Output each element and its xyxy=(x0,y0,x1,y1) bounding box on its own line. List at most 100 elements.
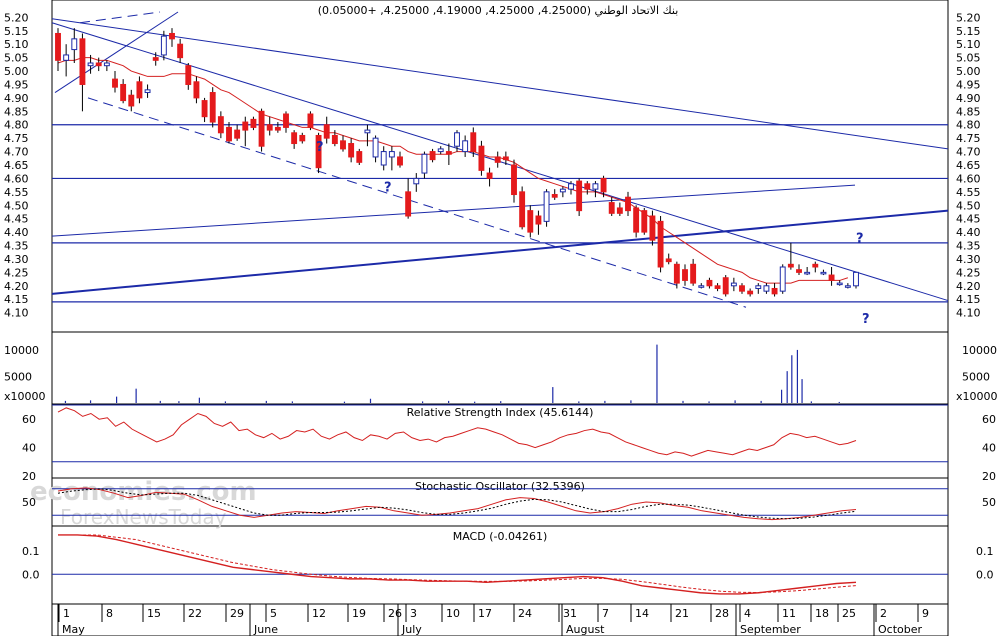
candle-body xyxy=(242,121,249,131)
price-y-tick-right: 4.50 xyxy=(956,199,981,212)
price-y-tick-right: 4.60 xyxy=(956,172,981,185)
candle-body xyxy=(152,57,159,61)
price-y-tick-right: 4.75 xyxy=(956,132,981,145)
candle-body xyxy=(388,151,395,158)
price-y-tick-left: 4.30 xyxy=(4,253,29,266)
date-tick-label: 3 xyxy=(410,607,417,620)
date-tick-label: 22 xyxy=(188,607,202,620)
candle-body xyxy=(348,143,355,158)
stochastic-title: Stochastic Oscillator (32.5396) xyxy=(415,480,585,493)
price-y-tick-right: 4.30 xyxy=(956,253,981,266)
watermark-line2: ForexNewsToday xyxy=(60,505,227,529)
price-y-tick-right: 4.35 xyxy=(956,240,981,253)
month-label: June xyxy=(253,623,278,636)
candle-body xyxy=(608,202,615,214)
date-tick-label: 15 xyxy=(147,607,161,620)
price-y-tick-right: 4.90 xyxy=(956,92,981,105)
price-y-tick-left: 4.40 xyxy=(4,226,29,239)
date-tick-label: 5 xyxy=(270,607,277,620)
price-y-tick-left: 4.20 xyxy=(4,280,29,293)
rsi-line xyxy=(57,407,857,457)
candle-body xyxy=(502,156,509,161)
candle-body xyxy=(804,271,811,275)
candle-body xyxy=(397,156,403,166)
macd-y-tick-right: 0.1 xyxy=(976,545,994,558)
rsi-y-tick-right: 40 xyxy=(982,442,996,455)
candle-body xyxy=(649,215,656,241)
price-y-tick-left: 4.15 xyxy=(4,293,29,306)
moving-average-line xyxy=(57,57,849,284)
macd-title: MACD (-0.04261) xyxy=(453,530,548,543)
date-tick-label: 4 xyxy=(744,607,751,620)
month-label: August xyxy=(566,623,605,636)
candle-body xyxy=(226,126,232,142)
candle-body xyxy=(291,132,298,145)
candle-body xyxy=(779,266,786,292)
candle-body xyxy=(600,177,607,193)
date-tick-label: 11 xyxy=(782,607,796,620)
candle-body xyxy=(698,285,705,288)
candle-body xyxy=(576,180,583,212)
rsi-y-tick-left: 60 xyxy=(22,413,36,426)
price-y-tick-right: 4.80 xyxy=(956,119,981,132)
candle-body xyxy=(136,81,143,99)
rsi-y-tick-left: 40 xyxy=(22,442,36,455)
volume-unit-left: x10000 xyxy=(4,390,46,403)
price-y-tick-right: 4.70 xyxy=(956,146,981,159)
date-tick-label: 26 xyxy=(388,607,402,620)
candle-body xyxy=(527,210,534,233)
price-y-tick-right: 4.65 xyxy=(956,159,981,172)
candle-body xyxy=(120,83,127,102)
price-y-tick-right: 5.10 xyxy=(956,38,981,51)
price-y-tick-left: 5.10 xyxy=(4,38,29,51)
candle-body xyxy=(201,100,208,118)
candle-body xyxy=(103,62,110,67)
candle-body xyxy=(812,263,819,268)
candle-body xyxy=(234,129,241,139)
candle-body xyxy=(747,290,754,295)
price-y-tick-left: 4.70 xyxy=(4,146,29,159)
candle-body xyxy=(331,134,338,145)
candle-body xyxy=(112,78,118,88)
candle-body xyxy=(340,140,346,150)
candle-body xyxy=(177,43,184,59)
candle-body xyxy=(55,32,61,61)
candle-body xyxy=(486,172,493,179)
candle-body xyxy=(828,274,835,281)
price-panel: 5.20 5.205.15 5.155.10 5.105.05 5.055.00 5.00… xyxy=(4,11,981,327)
price-title: بنك الاتحاد الوطني (4.25000, 4.25000, 4.… xyxy=(318,4,679,17)
candle-body xyxy=(356,151,363,163)
candle-body xyxy=(79,38,86,85)
macd-line xyxy=(58,534,857,595)
volume-panel: 10000 10000 5000 5000 xyxy=(4,344,997,403)
macd-y-tick-left: 0.0 xyxy=(22,568,40,581)
candle-body xyxy=(616,207,623,214)
price-y-tick-left: 4.90 xyxy=(4,92,29,105)
candle-body xyxy=(787,263,794,268)
candle-body xyxy=(462,140,469,153)
volume-y-tick-right: 10000 xyxy=(962,344,997,357)
date-tick-label: 19 xyxy=(352,607,366,620)
date-tick-label: 8 xyxy=(106,607,113,620)
date-tick-label: 10 xyxy=(446,607,460,620)
candle-body xyxy=(625,196,631,212)
candle-body xyxy=(258,110,265,147)
candle-body xyxy=(763,285,770,292)
candle-body xyxy=(584,183,591,190)
date-tick-label: 9 xyxy=(922,607,929,620)
date-tick-label: 18 xyxy=(815,607,829,620)
candle-body xyxy=(494,156,501,163)
price-y-tick-left: 5.00 xyxy=(4,65,29,78)
candle-body xyxy=(690,263,697,284)
candle-body xyxy=(193,81,200,99)
macd-panel: 0.1 0.1 0.0 0.0 xyxy=(22,534,994,595)
candle-body xyxy=(128,94,135,107)
trend-line-upper xyxy=(51,18,949,150)
candle-body xyxy=(511,164,517,196)
rsi-title: Relative Strength Index (45.6144) xyxy=(407,406,594,419)
price-y-tick-right: 5.00 xyxy=(956,65,981,78)
candle-body xyxy=(169,32,175,40)
candle-body xyxy=(364,129,371,134)
price-y-tick-left: 4.45 xyxy=(4,213,29,226)
